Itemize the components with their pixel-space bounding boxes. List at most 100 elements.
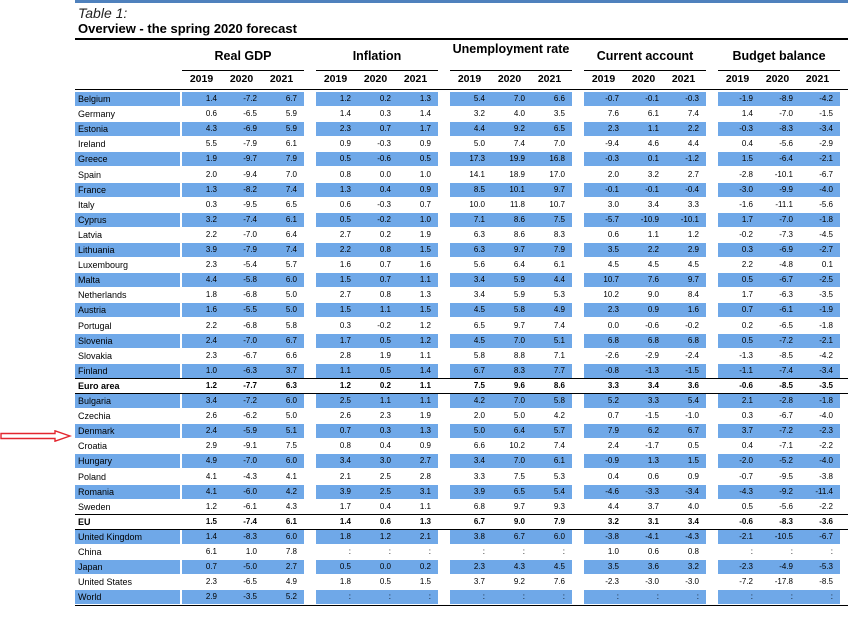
value-cell: -4.8 xyxy=(779,260,793,270)
value-cell: 3.7 xyxy=(741,426,753,436)
aggregate-rule-top xyxy=(75,513,848,515)
value-cell: -11.1 xyxy=(775,199,793,209)
value-cell: 1.3 xyxy=(419,426,431,436)
value-cell: -3.4 xyxy=(819,124,833,134)
value-cell: 0.9 xyxy=(419,184,431,194)
value-cell: 2.3 xyxy=(607,124,619,134)
value-cell: -7.2 xyxy=(739,577,753,587)
value-cell: -0.7 xyxy=(605,94,619,103)
group-band xyxy=(584,560,706,575)
group-band xyxy=(182,424,304,439)
table-row: Cyprus 3.2 -7.4 6.1 0.5 -0.2 1.0 7.1 8.6 7.5 -5.7 -… xyxy=(75,212,848,227)
value-cell: -0.3 xyxy=(377,139,391,149)
value-cell: 7.7 xyxy=(553,365,565,375)
group-band xyxy=(450,212,572,227)
value-cell: 0.5 xyxy=(741,335,753,345)
value-cell: 2.2 xyxy=(339,245,351,254)
row-label-cell: Malta xyxy=(75,273,180,288)
value-cell: 3.6 xyxy=(687,380,699,390)
value-cell: : xyxy=(562,592,565,602)
table-row: Poland 4.1 -4.3 4.1 2.1 2.5 2.8 3.3 7.5 5.3 0.4 0.6… xyxy=(75,470,848,484)
row-label-cell: Bulgaria xyxy=(75,394,180,408)
value-cell: 9.0 xyxy=(647,290,659,300)
value-cell: 7.6 xyxy=(553,577,565,587)
value-cell: -0.3 xyxy=(377,199,391,209)
value-cell: -7.2 xyxy=(243,396,257,405)
value-cell: : xyxy=(696,592,699,602)
group-band xyxy=(450,122,572,137)
table-row: Spain 2.0 -9.4 7.0 0.8 0.0 1.0 14.1 18.9 17.0 2.0 3… xyxy=(75,168,848,182)
row-label-cell: EU xyxy=(75,515,180,529)
value-cell: -3.4 xyxy=(685,486,699,496)
value-cell: 0.9 xyxy=(339,139,351,149)
value-cell: 2.7 xyxy=(339,290,351,300)
value-cell: 2.2 xyxy=(647,245,659,254)
value-cell: 6.1 xyxy=(647,109,659,119)
value-cell: 1.1 xyxy=(647,229,659,239)
value-cell: 2.3 xyxy=(473,562,485,572)
value-cell: 10.2 xyxy=(603,290,619,300)
row-label-cell: Ireland xyxy=(75,137,180,151)
value-cell: -2.1 xyxy=(819,335,833,345)
value-cell: -2.2 xyxy=(819,441,833,451)
value-cell: 0.6 xyxy=(647,471,659,481)
country-label: Japan xyxy=(78,562,103,573)
value-cell: 3.2 xyxy=(205,214,217,224)
group-band xyxy=(718,363,840,378)
group-band xyxy=(584,454,706,469)
value-cell: -10.1 xyxy=(774,169,793,179)
value-cell: 7.4 xyxy=(553,441,565,451)
aggregate-rule-bottom xyxy=(75,528,848,530)
value-cell: 6.8 xyxy=(687,335,699,345)
group-band xyxy=(450,363,572,378)
country-label: Germany xyxy=(78,109,116,120)
value-cell: 6.7 xyxy=(473,365,485,375)
value-cell: 1.2 xyxy=(205,501,217,511)
value-cell: 3.4 xyxy=(339,456,351,466)
value-cell: : xyxy=(562,547,565,556)
value-cell: -1.8 xyxy=(819,214,833,224)
value-cell: : xyxy=(348,592,351,602)
value-cell: 5.4 xyxy=(687,396,699,405)
value-cell: : xyxy=(428,592,431,602)
value-cell: 5.9 xyxy=(513,275,525,285)
row-label-cell: Germany xyxy=(75,107,180,121)
value-cell: -0.6 xyxy=(739,516,753,526)
value-cell: 7.5 xyxy=(473,380,485,390)
value-cell: 5.4 xyxy=(553,486,565,496)
row-label-cell: Finland xyxy=(75,363,180,378)
value-cell: 3.4 xyxy=(473,275,485,285)
value-cell: 4.4 xyxy=(553,275,565,285)
value-cell: -6.2 xyxy=(243,411,257,421)
value-cell: 6.7 xyxy=(687,426,699,436)
value-cell: 0.6 xyxy=(339,199,351,209)
group-band xyxy=(316,363,438,378)
value-cell: 1.0 xyxy=(607,547,619,556)
value-cell: -0.4 xyxy=(685,184,699,194)
value-cell: 4.1 xyxy=(205,471,217,481)
value-cell: 0.2 xyxy=(379,380,391,390)
value-cell: -2.1 xyxy=(739,531,753,541)
value-cell: 4.6 xyxy=(647,139,659,149)
year-header: 2021 xyxy=(671,73,696,85)
value-cell: 7.5 xyxy=(553,214,565,224)
value-cell: 8.6 xyxy=(513,229,525,239)
value-cell: -7.4 xyxy=(779,365,793,375)
value-cell: 2.2 xyxy=(205,320,217,330)
value-cell: 1.3 xyxy=(647,456,659,466)
value-cell: -4.2 xyxy=(819,94,833,103)
group-band xyxy=(718,303,840,318)
value-cell: 1.4 xyxy=(419,109,431,119)
value-cell: 0.4 xyxy=(379,441,391,451)
country-label: Malta xyxy=(78,275,101,286)
value-cell: 1.7 xyxy=(741,290,753,300)
value-cell: 1.1 xyxy=(419,275,431,285)
value-cell: 1.4 xyxy=(741,109,753,119)
value-cell: 9.7 xyxy=(513,320,525,330)
value-cell: 4.2 xyxy=(473,396,485,405)
country-label: Finland xyxy=(78,365,108,376)
value-cell: -6.0 xyxy=(243,486,257,496)
value-cell: 5.6 xyxy=(473,260,485,270)
value-cell: 3.4 xyxy=(647,380,659,390)
value-cell: -6.7 xyxy=(243,350,257,360)
